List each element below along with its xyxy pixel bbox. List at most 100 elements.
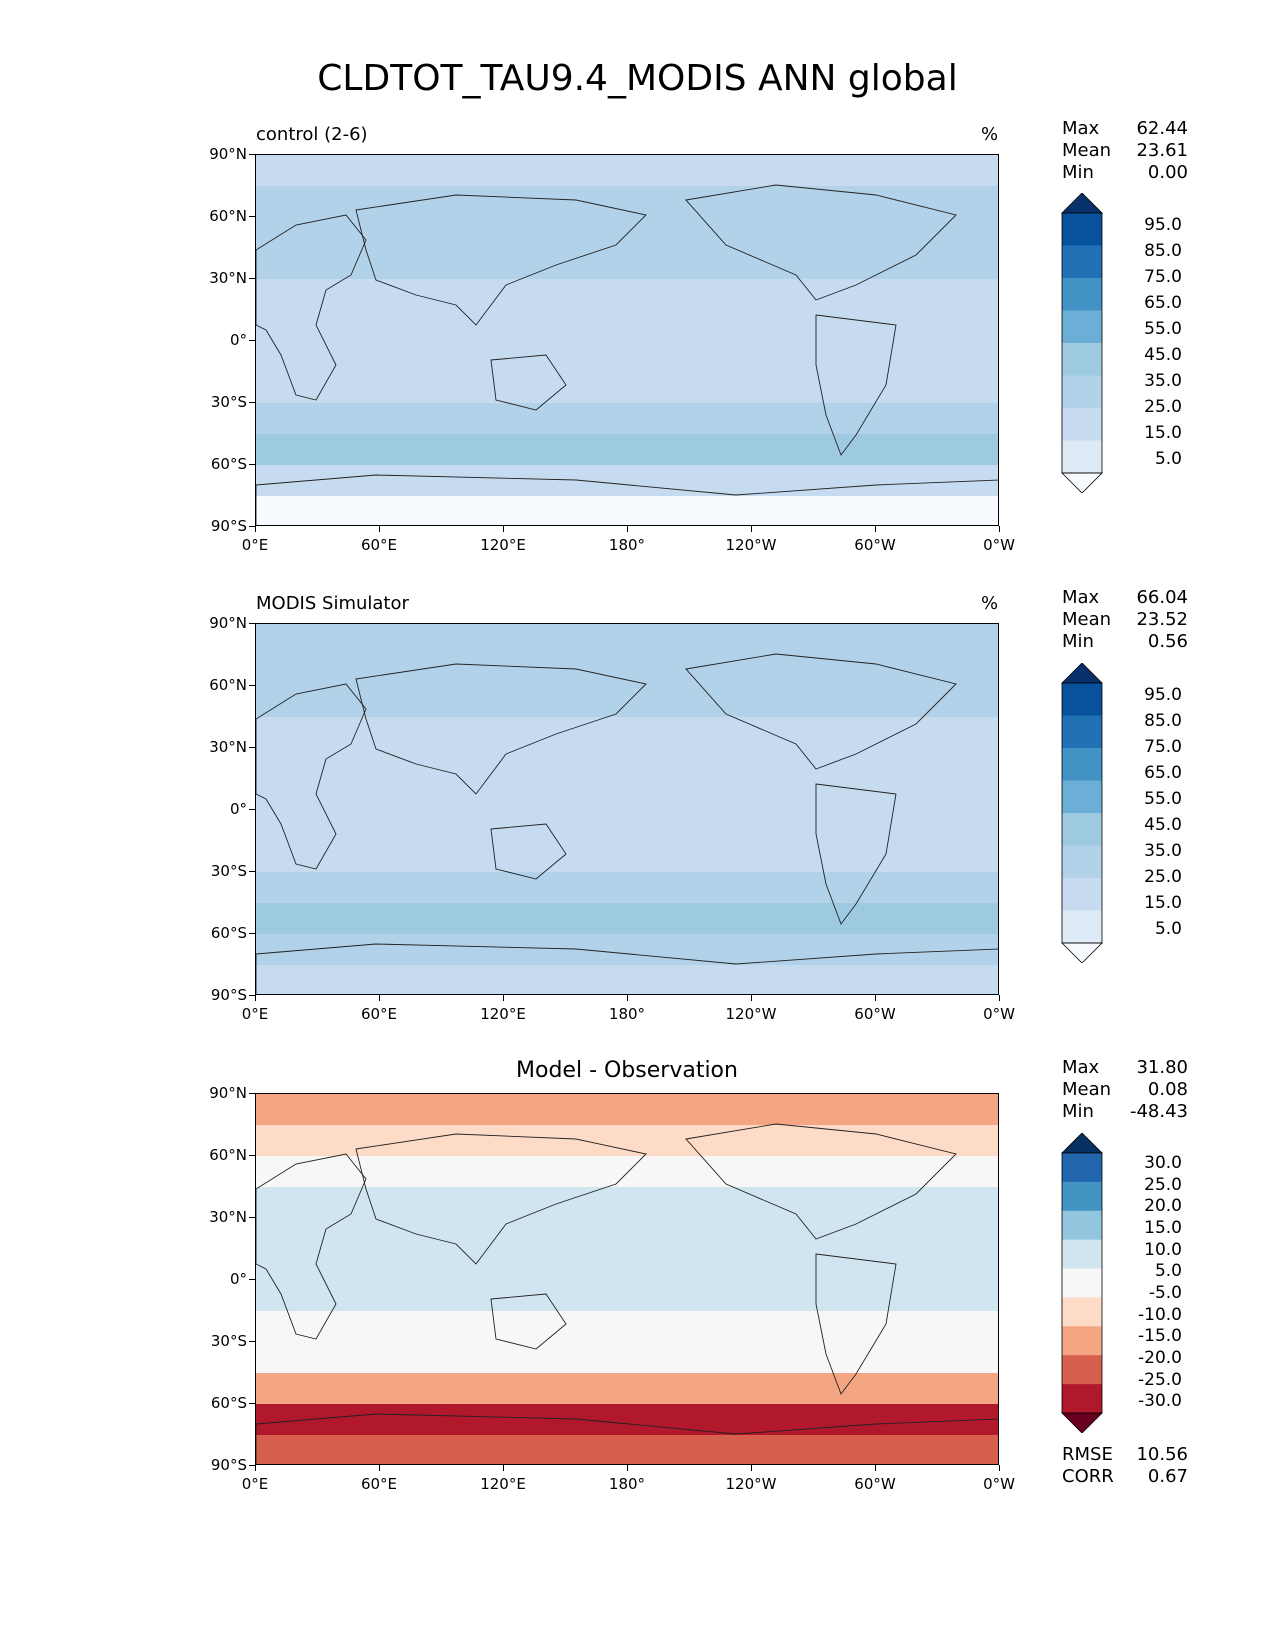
colorbar-tick-label: 15.0 bbox=[1144, 893, 1182, 913]
colorbar-segment bbox=[1062, 910, 1102, 944]
zonal-band bbox=[256, 279, 998, 311]
colorbar-segment bbox=[1062, 748, 1102, 781]
lon-tick-label: 0°E bbox=[241, 1475, 269, 1493]
colorbar-tick-label: 35.0 bbox=[1144, 371, 1182, 391]
rmse-value: 10.56 bbox=[1136, 1444, 1188, 1465]
zonal-band bbox=[256, 779, 998, 811]
colorbar-segment bbox=[1062, 1210, 1102, 1240]
colorbar-tick-label: 30.0 bbox=[1144, 1152, 1182, 1173]
colorbar-segment bbox=[1062, 408, 1102, 441]
zonal-band bbox=[256, 903, 998, 935]
lat-tick bbox=[249, 622, 255, 624]
colorbar-extend-top bbox=[1061, 193, 1103, 214]
colorbar-tick-label: 25.0 bbox=[1144, 1174, 1182, 1195]
lon-tick bbox=[874, 526, 876, 532]
colorbar-tick-label: 25.0 bbox=[1144, 867, 1182, 887]
zonal-band bbox=[256, 1249, 998, 1281]
coastline bbox=[490, 354, 567, 411]
zonal-band bbox=[256, 465, 998, 497]
max-value: 66.04 bbox=[1136, 587, 1188, 608]
colorbar-segment bbox=[1062, 1181, 1102, 1212]
colorbar-extend-bottom bbox=[1061, 472, 1103, 493]
colorbar-segment bbox=[1062, 780, 1102, 814]
max-value: 62.44 bbox=[1136, 118, 1188, 139]
map-field bbox=[256, 155, 998, 525]
min-label: Min bbox=[1062, 1101, 1094, 1122]
colorbar-tick-label: 55.0 bbox=[1144, 319, 1182, 339]
colorbar-segment bbox=[1062, 1384, 1102, 1414]
zonal-band bbox=[256, 310, 998, 342]
lat-tick bbox=[249, 1092, 255, 1094]
panel-title: MODIS Simulator bbox=[256, 593, 409, 614]
zonal-band bbox=[256, 434, 998, 466]
zonal-band bbox=[256, 496, 998, 525]
coastline bbox=[256, 1153, 367, 1340]
max-label: Max bbox=[1062, 118, 1100, 139]
colorbar-tick-label: 95.0 bbox=[1144, 685, 1182, 705]
colorbar-tick-label: -10.0 bbox=[1138, 1304, 1182, 1325]
lon-tick-label: 180° bbox=[608, 1475, 646, 1493]
zonal-band bbox=[256, 748, 998, 780]
lon-tick bbox=[502, 995, 504, 1001]
lon-tick-label: 0°E bbox=[241, 536, 269, 554]
lat-tick-label: 90°N bbox=[209, 1084, 247, 1102]
lon-tick-label: 60°E bbox=[360, 1475, 398, 1493]
zonal-band bbox=[256, 1311, 998, 1343]
lon-tick-label: 60°E bbox=[360, 1005, 398, 1023]
colorbar-tick-label: 85.0 bbox=[1144, 241, 1182, 261]
lat-tick bbox=[249, 1154, 255, 1156]
zonal-band bbox=[256, 655, 998, 687]
stats-control: Max 62.44 Mean 23.61 Min 0.00 bbox=[1062, 118, 1188, 184]
lat-tick-label: 30°N bbox=[209, 738, 247, 756]
colorbar-tick-label: 5.0 bbox=[1154, 1261, 1182, 1282]
coastline bbox=[256, 214, 367, 401]
lon-tick-label: 180° bbox=[608, 1005, 646, 1023]
lat-tick-label: 90°S bbox=[210, 1456, 247, 1474]
lat-tick bbox=[249, 339, 255, 341]
colorbar-segment bbox=[1062, 878, 1102, 911]
colorbar-frame bbox=[1061, 682, 1103, 944]
zonal-band bbox=[256, 686, 998, 718]
lat-tick bbox=[249, 215, 255, 217]
colorbar-tick-label: 25.0 bbox=[1144, 397, 1182, 417]
colorbar-tick-label: -15.0 bbox=[1138, 1326, 1182, 1347]
lon-tick-label: 120°E bbox=[480, 1005, 526, 1023]
zonal-band bbox=[256, 934, 998, 966]
colorbar-tick-label: 95.0 bbox=[1144, 215, 1182, 235]
colorbar-tick-label: -5.0 bbox=[1148, 1282, 1182, 1303]
lat-tick bbox=[249, 870, 255, 872]
lon-tick-label: 120°E bbox=[480, 1475, 526, 1493]
lon-tick bbox=[750, 526, 752, 532]
zonal-band bbox=[256, 624, 998, 656]
colorbar-tick-label: 45.0 bbox=[1144, 345, 1182, 365]
coastline bbox=[256, 1413, 998, 1464]
colorbar-tick-label: 85.0 bbox=[1144, 711, 1182, 731]
coastline bbox=[490, 1293, 567, 1350]
lon-tick-label: 180° bbox=[608, 536, 646, 554]
colorbar-segment bbox=[1062, 245, 1102, 279]
max-label: Max bbox=[1062, 587, 1100, 608]
coastline bbox=[685, 184, 957, 301]
coastline bbox=[815, 783, 897, 925]
lon-tick bbox=[874, 1465, 876, 1471]
mean-value: 0.08 bbox=[1147, 1079, 1188, 1100]
colorbar-tick-label: 5.0 bbox=[1154, 449, 1182, 469]
lon-tick bbox=[254, 1465, 256, 1471]
zonal-band bbox=[256, 186, 998, 218]
mean-value: 23.52 bbox=[1136, 609, 1188, 630]
zonal-band bbox=[256, 1373, 998, 1405]
colorbar-extend-top bbox=[1061, 663, 1103, 684]
zonal-band bbox=[256, 155, 998, 187]
colorbar-tick-label: 20.0 bbox=[1144, 1196, 1182, 1217]
coastline bbox=[815, 314, 897, 456]
colorbar-tick-label: 15.0 bbox=[1144, 1217, 1182, 1238]
colorbar-tick-label: 65.0 bbox=[1144, 763, 1182, 783]
lat-tick-label: 90°S bbox=[210, 986, 247, 1004]
panel-units: % bbox=[981, 593, 999, 614]
colorbar-tick-label: -20.0 bbox=[1138, 1347, 1182, 1368]
lon-tick bbox=[626, 995, 628, 1001]
zonal-band bbox=[256, 965, 998, 994]
zonal-band bbox=[256, 372, 998, 404]
colorbar-segment bbox=[1062, 1297, 1102, 1327]
lon-tick-label: 60°W bbox=[854, 1005, 896, 1023]
